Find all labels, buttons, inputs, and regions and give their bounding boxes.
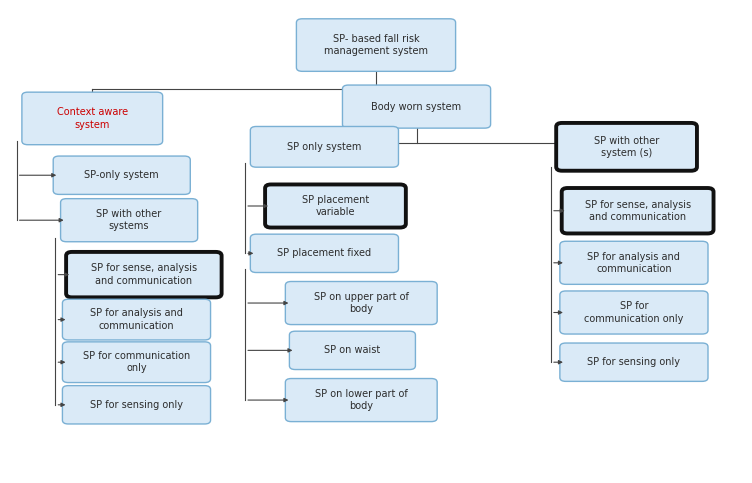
FancyBboxPatch shape: [296, 19, 456, 71]
FancyBboxPatch shape: [66, 252, 222, 298]
FancyBboxPatch shape: [562, 188, 714, 233]
FancyBboxPatch shape: [560, 291, 708, 334]
FancyBboxPatch shape: [62, 385, 211, 424]
FancyBboxPatch shape: [556, 123, 697, 170]
Text: SP placement
variable: SP placement variable: [302, 195, 369, 217]
Text: SP on waist: SP on waist: [324, 345, 381, 355]
Text: Context aware
system: Context aware system: [56, 107, 128, 129]
FancyBboxPatch shape: [22, 92, 162, 145]
Text: SP with other
systems: SP with other systems: [96, 209, 162, 231]
FancyBboxPatch shape: [285, 379, 437, 422]
Text: SP for
communication only: SP for communication only: [584, 301, 684, 324]
Text: SP for sensing only: SP for sensing only: [90, 400, 183, 410]
FancyBboxPatch shape: [62, 299, 211, 340]
Text: SP for sense, analysis
and communication: SP for sense, analysis and communication: [584, 199, 690, 222]
Text: SP for sense, analysis
and communication: SP for sense, analysis and communication: [91, 263, 197, 286]
Text: SP for analysis and
communication: SP for analysis and communication: [90, 309, 183, 331]
FancyBboxPatch shape: [61, 199, 198, 242]
Text: SP on lower part of
body: SP on lower part of body: [315, 389, 408, 411]
FancyBboxPatch shape: [290, 331, 415, 369]
Text: SP for communication
only: SP for communication only: [83, 351, 190, 373]
Text: SP-only system: SP-only system: [84, 170, 159, 180]
FancyBboxPatch shape: [285, 282, 437, 325]
Text: SP for sensing only: SP for sensing only: [587, 357, 681, 367]
Text: Body worn system: Body worn system: [371, 101, 462, 112]
Text: SP with other
system (s): SP with other system (s): [594, 136, 660, 158]
Text: SP on upper part of
body: SP on upper part of body: [314, 292, 408, 314]
FancyBboxPatch shape: [342, 85, 490, 128]
FancyBboxPatch shape: [250, 127, 399, 167]
FancyBboxPatch shape: [560, 242, 708, 284]
Text: SP- based fall risk
management system: SP- based fall risk management system: [324, 34, 428, 56]
FancyBboxPatch shape: [265, 185, 406, 227]
FancyBboxPatch shape: [53, 156, 190, 194]
FancyBboxPatch shape: [560, 343, 708, 382]
Text: SP only system: SP only system: [287, 142, 362, 152]
FancyBboxPatch shape: [62, 342, 211, 383]
Text: SP for analysis and
communication: SP for analysis and communication: [587, 252, 681, 274]
Text: SP placement fixed: SP placement fixed: [277, 248, 371, 258]
FancyBboxPatch shape: [250, 234, 399, 272]
